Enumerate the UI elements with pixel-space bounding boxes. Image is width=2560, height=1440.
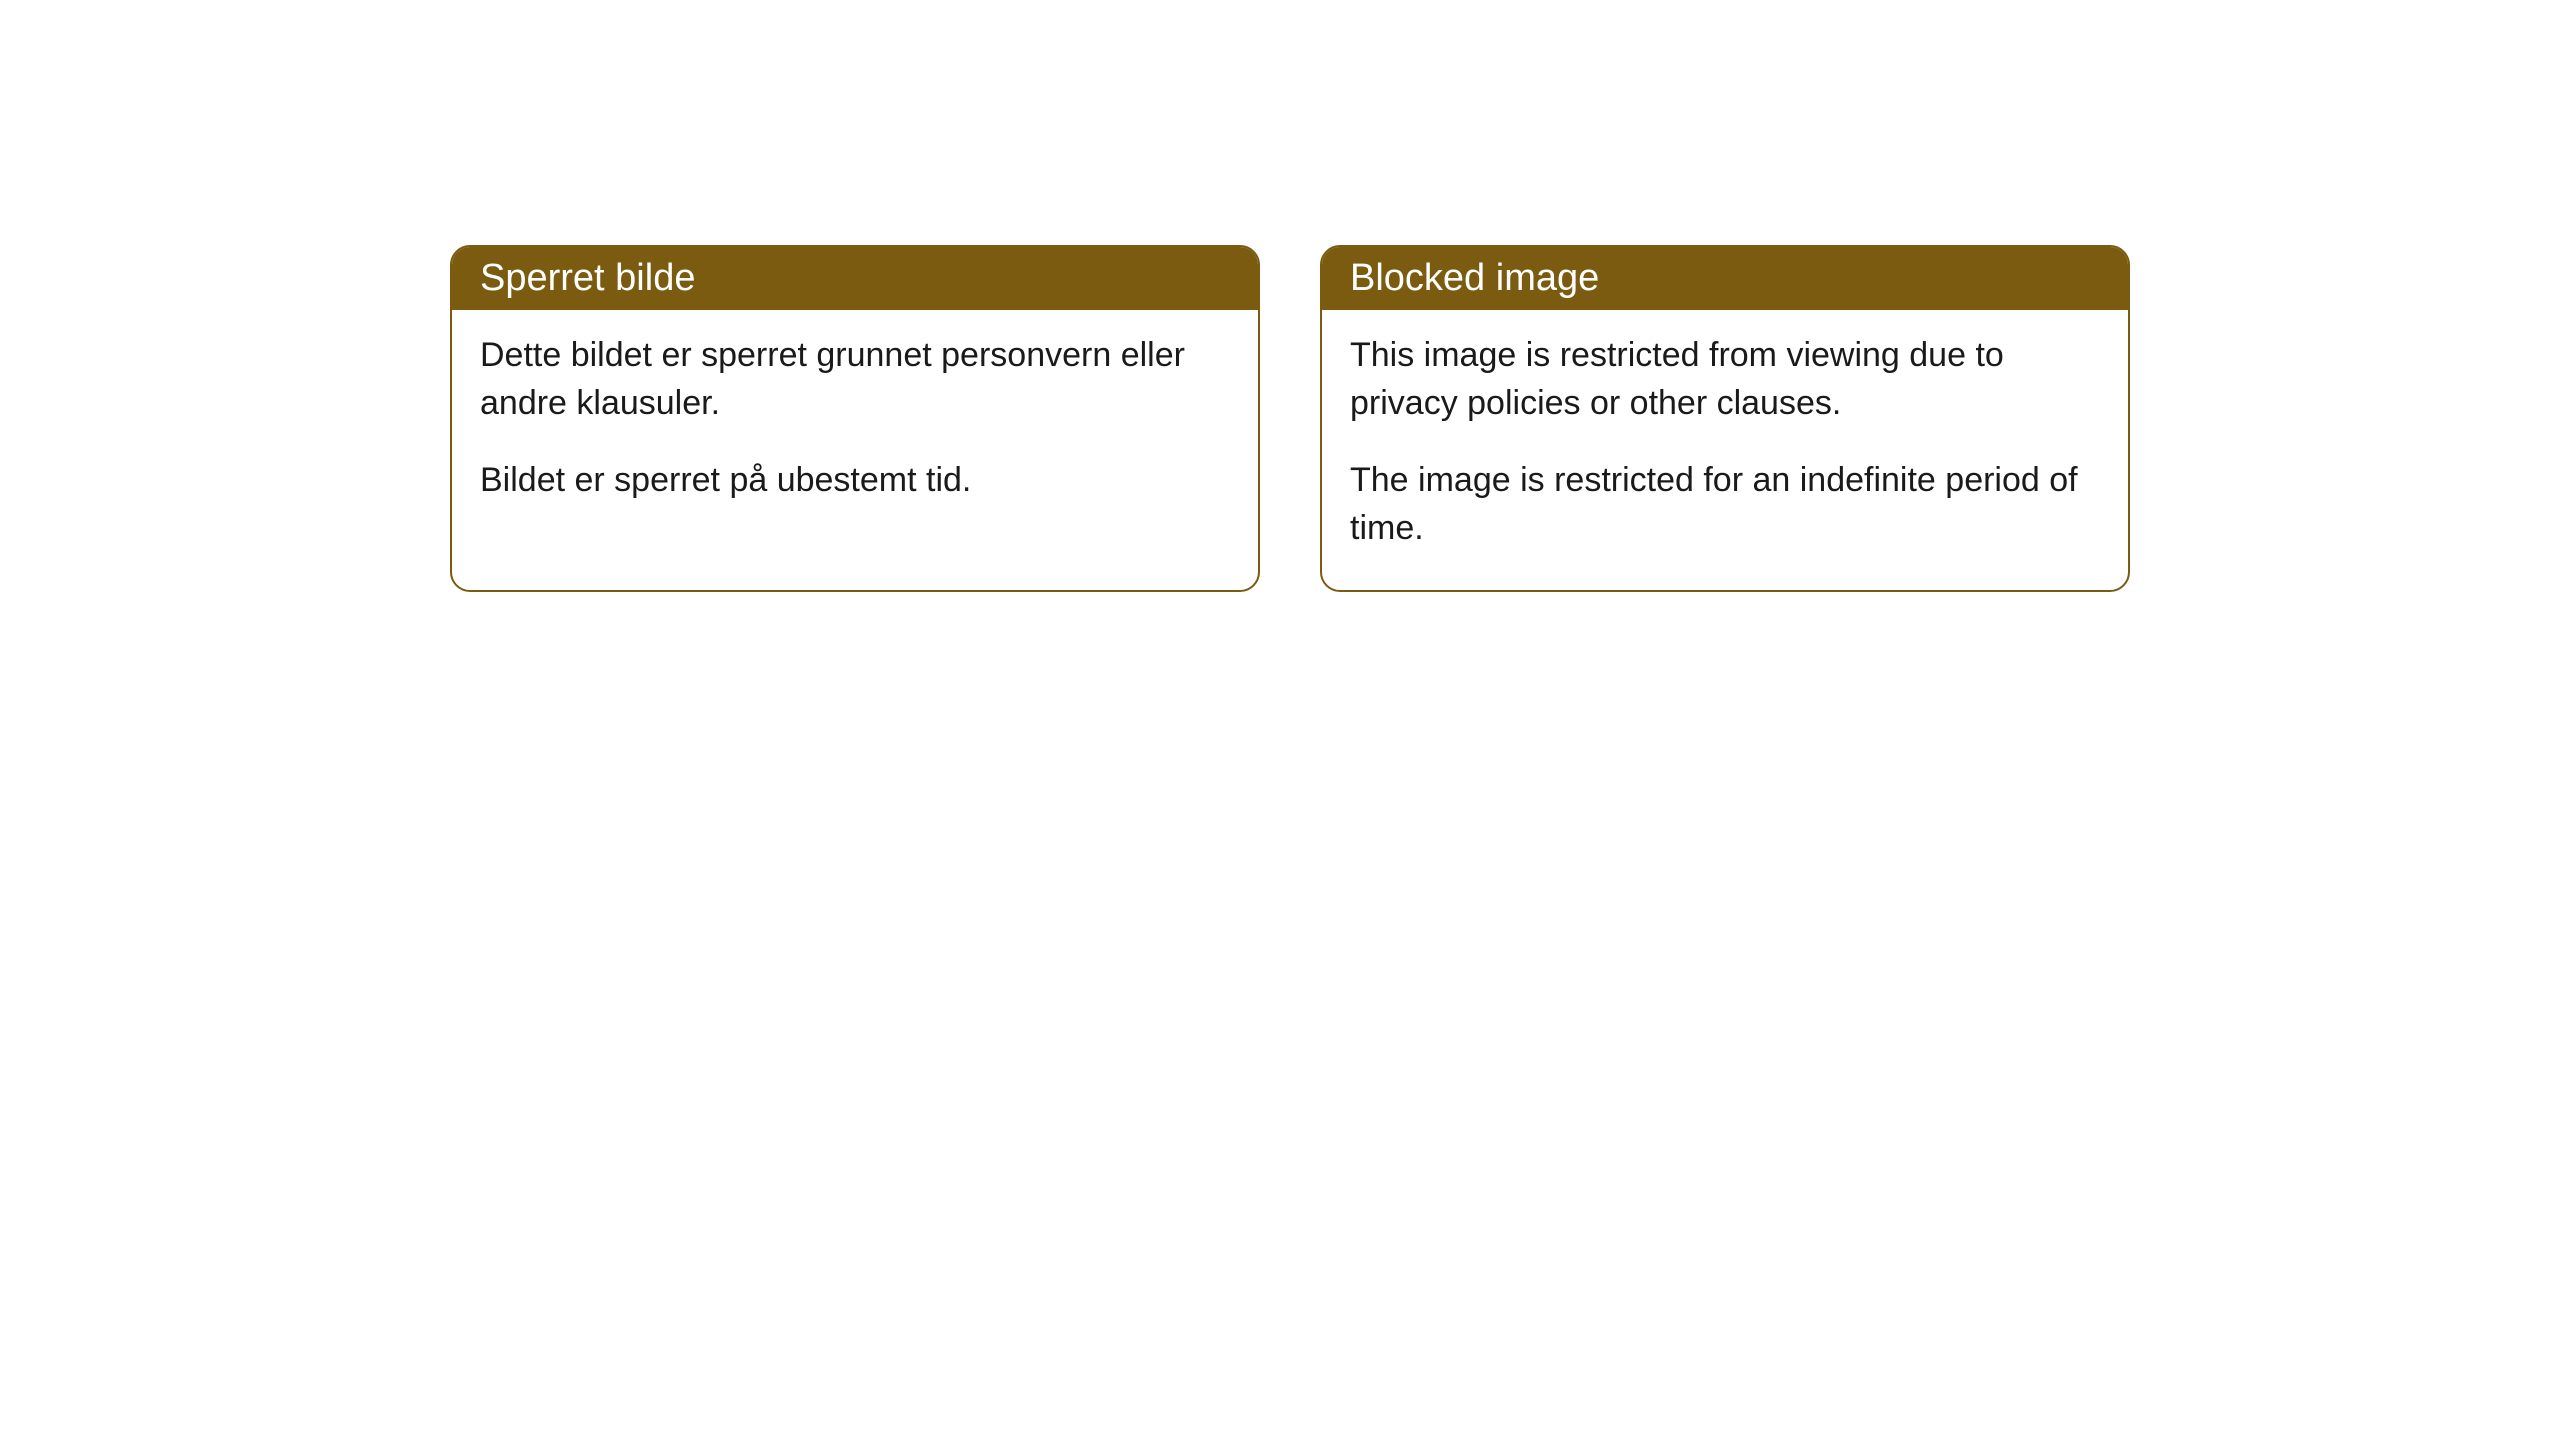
card-body-norwegian: Dette bildet er sperret grunnet personve… bbox=[452, 310, 1258, 543]
card-paragraph-2-norwegian: Bildet er sperret på ubestemt tid. bbox=[480, 457, 1230, 505]
card-paragraph-1-norwegian: Dette bildet er sperret grunnet personve… bbox=[480, 332, 1230, 427]
cards-container: Sperret bilde Dette bildet er sperret gr… bbox=[0, 0, 2560, 592]
card-paragraph-2-english: The image is restricted for an indefinit… bbox=[1350, 457, 2100, 552]
card-paragraph-1-english: This image is restricted from viewing du… bbox=[1350, 332, 2100, 427]
card-body-english: This image is restricted from viewing du… bbox=[1322, 310, 2128, 590]
blocked-image-card-norwegian: Sperret bilde Dette bildet er sperret gr… bbox=[450, 245, 1260, 592]
card-header-norwegian: Sperret bilde bbox=[452, 247, 1258, 310]
blocked-image-card-english: Blocked image This image is restricted f… bbox=[1320, 245, 2130, 592]
card-header-english: Blocked image bbox=[1322, 247, 2128, 310]
